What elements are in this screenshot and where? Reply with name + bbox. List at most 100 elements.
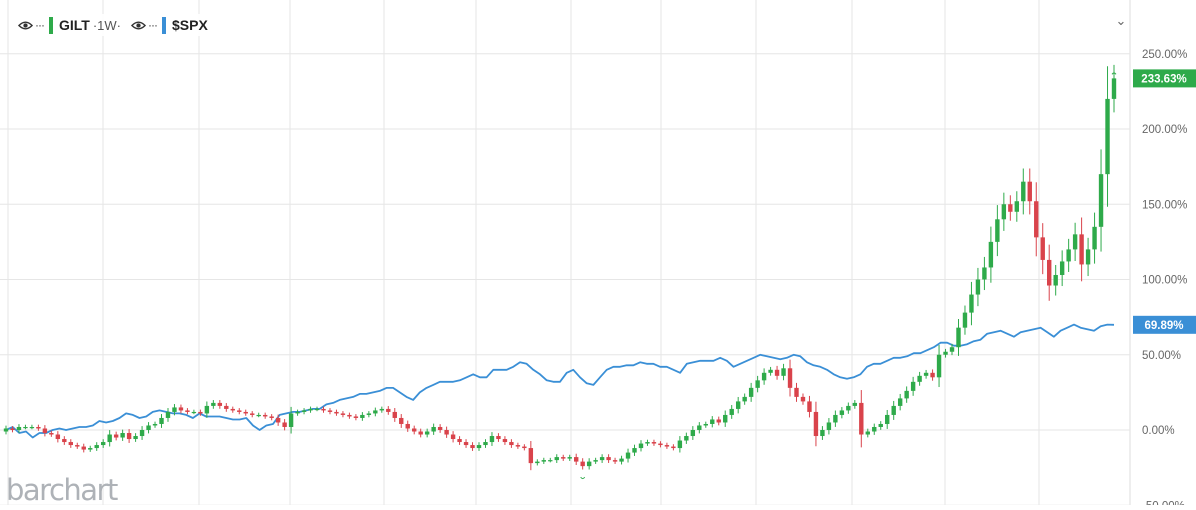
series-color-swatch xyxy=(49,16,53,34)
gilt-candle xyxy=(820,430,825,437)
gilt-candle xyxy=(68,442,73,446)
gilt-candle xyxy=(865,431,870,435)
gilt-candle xyxy=(282,422,287,427)
y-tick-label: 50.00% xyxy=(1142,350,1181,362)
gilt-candle xyxy=(347,414,352,417)
gilt-candle xyxy=(437,426,443,430)
gilt-candle xyxy=(1001,204,1007,220)
gilt-candle xyxy=(1053,274,1058,286)
gilt-candle xyxy=(1066,249,1071,262)
more-options-icon[interactable]: ··· xyxy=(35,18,45,32)
gilt-candle xyxy=(450,434,456,440)
gilt-candle xyxy=(800,396,806,402)
legend-item-spx[interactable]: ··· $SPX xyxy=(131,16,208,34)
spx-last-value-tag: 69.89% xyxy=(1144,320,1183,332)
gilt-candle xyxy=(405,423,410,429)
gilt-candle xyxy=(671,446,676,449)
gilt-candle xyxy=(995,219,1000,242)
gilt-candle xyxy=(742,396,747,402)
gilt-candle xyxy=(463,442,469,446)
gilt-candle xyxy=(262,414,268,417)
symbol-label[interactable]: $SPX xyxy=(172,17,208,33)
gilt-candle xyxy=(593,460,598,462)
gilt-candle xyxy=(703,423,708,426)
gilt-candle xyxy=(496,436,501,440)
gilt-candle xyxy=(690,430,696,437)
gilt-candle xyxy=(943,351,948,355)
low-marker xyxy=(580,476,586,480)
gilt-candle xyxy=(885,414,890,424)
legend-item-gilt[interactable]: ··· GILT ·1W· xyxy=(18,16,122,34)
gilt-candle xyxy=(826,422,832,430)
gilt-candle xyxy=(1092,226,1097,250)
symbol-label[interactable]: GILT xyxy=(59,17,90,33)
gilt-candle xyxy=(839,410,845,415)
gilt-candle xyxy=(178,407,184,411)
gilt-candle xyxy=(677,440,683,449)
chevron-down-icon[interactable]: ⌄ xyxy=(1115,13,1127,28)
gilt-candle xyxy=(327,410,333,412)
gilt-candle xyxy=(457,439,462,443)
gilt-candle xyxy=(10,428,15,430)
gilt-candle xyxy=(807,401,812,412)
gilt-candle xyxy=(360,414,365,418)
gilt-candle xyxy=(198,411,203,414)
gilt-candle xyxy=(204,405,210,414)
gilt-candle xyxy=(269,416,274,418)
gilt-candle xyxy=(256,414,261,417)
gilt-candle xyxy=(761,372,767,381)
gilt-candle xyxy=(489,436,495,443)
gilt-candle xyxy=(120,433,125,438)
gilt-candle xyxy=(502,439,508,443)
gilt-candle xyxy=(275,417,281,423)
gilt-candle xyxy=(969,294,974,313)
gilt-candle xyxy=(431,426,436,432)
gilt-candle xyxy=(729,408,734,415)
gilt-candle xyxy=(321,408,326,411)
gilt-candle xyxy=(288,413,294,427)
gilt-candle xyxy=(334,411,339,414)
gilt-candle xyxy=(599,457,605,461)
gilt-candle xyxy=(1014,201,1020,212)
gilt-candle xyxy=(308,408,313,411)
gilt-candle xyxy=(126,433,132,440)
gilt-candle xyxy=(16,426,22,430)
gilt-candle xyxy=(412,428,417,432)
gilt-candle xyxy=(748,387,754,397)
spx-last-value-tag-bg xyxy=(1133,315,1196,334)
more-options-icon[interactable]: ··· xyxy=(148,18,158,32)
gilt-candle xyxy=(697,425,702,430)
gilt-candle xyxy=(152,423,158,426)
gilt-candle xyxy=(956,327,961,348)
gilt-candle xyxy=(904,390,909,399)
gilt-candle xyxy=(185,410,190,412)
gilt-candle xyxy=(872,426,877,432)
gilt-candle xyxy=(1047,259,1052,286)
gilt-candle xyxy=(392,411,397,418)
gilt-candle xyxy=(833,414,838,423)
gilt-candle xyxy=(716,419,721,423)
gilt-candle xyxy=(891,405,896,415)
gilt-candle xyxy=(787,368,793,388)
gilt-candle xyxy=(794,387,799,397)
gilt-candle xyxy=(172,407,177,412)
barchart-watermark: barchart xyxy=(6,473,118,507)
spx-line xyxy=(5,323,1115,439)
gilt-candle xyxy=(982,267,987,280)
gilt-candle xyxy=(923,372,929,376)
eye-icon[interactable] xyxy=(131,20,147,31)
gilt-candle xyxy=(936,354,942,378)
gilt-candle xyxy=(930,372,935,378)
gilt-candle xyxy=(878,423,883,427)
gilt-candle xyxy=(917,375,922,382)
gilt-candle xyxy=(107,434,112,443)
gilt-candle xyxy=(314,408,320,411)
gilt-candle xyxy=(75,445,80,447)
interval-label[interactable]: ·1W· xyxy=(92,17,122,33)
legend: ··· GILT ·1W· ··· $SPX xyxy=(18,14,218,36)
gilt-candle xyxy=(535,461,540,464)
eye-icon[interactable] xyxy=(18,20,33,31)
gilt-candle xyxy=(1079,234,1084,265)
gilt-candle xyxy=(755,380,760,388)
